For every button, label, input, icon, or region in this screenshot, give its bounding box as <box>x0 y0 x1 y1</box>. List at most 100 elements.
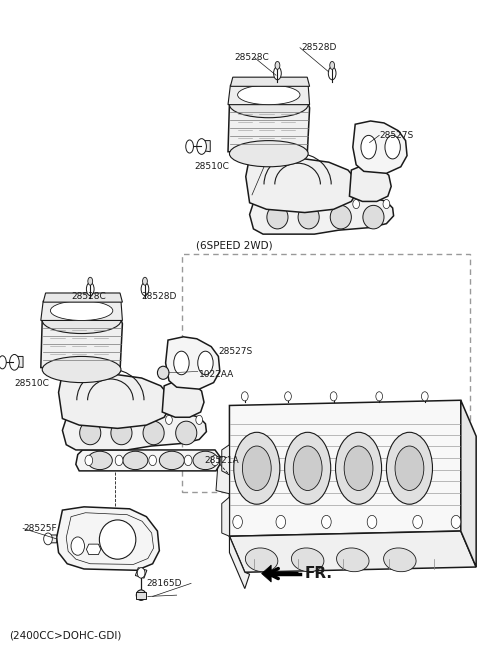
Text: 28528C: 28528C <box>234 53 269 62</box>
Polygon shape <box>229 536 250 589</box>
Ellipse shape <box>85 455 93 466</box>
Ellipse shape <box>149 455 156 466</box>
Ellipse shape <box>229 92 308 118</box>
Ellipse shape <box>133 415 140 424</box>
Ellipse shape <box>344 446 373 490</box>
Ellipse shape <box>71 537 84 555</box>
Ellipse shape <box>123 451 148 470</box>
Text: FR.: FR. <box>305 566 333 581</box>
Ellipse shape <box>336 432 382 504</box>
Ellipse shape <box>336 548 369 572</box>
Ellipse shape <box>174 351 189 375</box>
Polygon shape <box>47 535 57 543</box>
Ellipse shape <box>321 199 327 209</box>
Polygon shape <box>41 301 122 320</box>
Ellipse shape <box>241 392 248 401</box>
Ellipse shape <box>353 199 360 209</box>
Ellipse shape <box>111 421 132 445</box>
Ellipse shape <box>44 533 52 545</box>
Ellipse shape <box>233 515 242 528</box>
Ellipse shape <box>229 141 308 167</box>
Ellipse shape <box>367 515 377 528</box>
Polygon shape <box>229 400 461 536</box>
Ellipse shape <box>198 351 213 375</box>
Polygon shape <box>41 319 122 371</box>
Polygon shape <box>222 445 229 475</box>
Polygon shape <box>246 156 358 213</box>
Polygon shape <box>136 592 146 599</box>
Ellipse shape <box>363 205 384 229</box>
Polygon shape <box>353 121 407 173</box>
Polygon shape <box>216 455 229 494</box>
Ellipse shape <box>186 140 193 153</box>
FancyBboxPatch shape <box>182 254 470 492</box>
Polygon shape <box>201 141 210 152</box>
Polygon shape <box>262 565 271 582</box>
Polygon shape <box>228 103 310 156</box>
Ellipse shape <box>176 421 197 445</box>
Ellipse shape <box>0 356 6 369</box>
Ellipse shape <box>361 135 376 159</box>
Ellipse shape <box>211 455 219 466</box>
Polygon shape <box>62 409 206 450</box>
Ellipse shape <box>136 590 146 600</box>
Text: 28521A: 28521A <box>204 456 239 465</box>
Text: 28165D: 28165D <box>146 579 182 588</box>
Ellipse shape <box>285 392 291 401</box>
Ellipse shape <box>291 548 324 572</box>
Ellipse shape <box>88 277 93 285</box>
Polygon shape <box>76 450 220 471</box>
Polygon shape <box>59 371 170 428</box>
Ellipse shape <box>288 199 295 209</box>
Ellipse shape <box>328 67 336 80</box>
Ellipse shape <box>298 205 319 229</box>
Ellipse shape <box>245 548 278 572</box>
Ellipse shape <box>10 354 19 370</box>
Text: (6SPEED 2WD): (6SPEED 2WD) <box>196 240 273 250</box>
Ellipse shape <box>234 432 280 504</box>
Ellipse shape <box>263 199 270 209</box>
Polygon shape <box>166 337 220 389</box>
Ellipse shape <box>413 515 422 528</box>
Ellipse shape <box>384 548 416 572</box>
Polygon shape <box>250 193 394 234</box>
Ellipse shape <box>115 455 123 466</box>
Ellipse shape <box>42 356 121 383</box>
Polygon shape <box>162 379 204 417</box>
Ellipse shape <box>197 139 206 154</box>
Polygon shape <box>229 531 476 572</box>
Text: 28528D: 28528D <box>301 43 337 52</box>
Ellipse shape <box>242 446 271 490</box>
Ellipse shape <box>376 392 383 401</box>
Polygon shape <box>43 293 122 302</box>
Ellipse shape <box>137 568 145 578</box>
Ellipse shape <box>451 515 461 528</box>
Ellipse shape <box>322 515 331 528</box>
Ellipse shape <box>421 392 428 401</box>
Polygon shape <box>222 497 229 536</box>
Ellipse shape <box>276 515 286 528</box>
Ellipse shape <box>50 301 113 320</box>
Polygon shape <box>349 164 391 201</box>
Polygon shape <box>13 356 23 368</box>
Text: (2400CC>DOHC-GDI): (2400CC>DOHC-GDI) <box>10 630 122 641</box>
Ellipse shape <box>99 520 136 559</box>
Text: 28510C: 28510C <box>194 162 229 171</box>
Ellipse shape <box>238 85 300 105</box>
Ellipse shape <box>143 277 147 285</box>
Ellipse shape <box>143 421 164 445</box>
Text: 28525F: 28525F <box>23 524 57 533</box>
Ellipse shape <box>80 421 101 445</box>
Polygon shape <box>135 568 147 578</box>
Polygon shape <box>230 77 310 86</box>
Ellipse shape <box>330 61 335 69</box>
Ellipse shape <box>166 415 172 424</box>
Text: 28527S: 28527S <box>218 347 252 356</box>
Text: 28528D: 28528D <box>142 292 177 301</box>
Ellipse shape <box>275 61 280 69</box>
Ellipse shape <box>76 415 83 424</box>
Ellipse shape <box>42 307 121 334</box>
Ellipse shape <box>385 135 400 159</box>
Text: 28528C: 28528C <box>71 292 106 301</box>
Ellipse shape <box>395 446 424 490</box>
